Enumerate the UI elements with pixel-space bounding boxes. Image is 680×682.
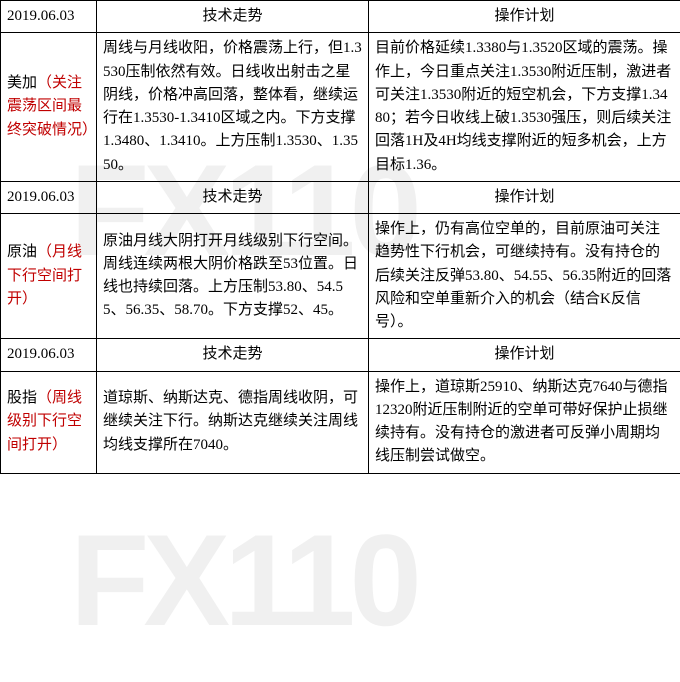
instrument-label: 股指（周线级别下行空间打开） [1,371,97,473]
label-name: 美加 [7,75,37,91]
col-header-trend: 技术走势 [97,181,369,213]
col-header-trend: 技术走势 [97,339,369,371]
table-row: 股指（周线级别下行空间打开） 道琼斯、纳斯达克、德指周线收阴，可继续关注下行。纳… [1,371,680,473]
analysis-table: 2019.06.03 技术走势 操作计划 美加（关注震荡区间最终突破情况） 周线… [0,0,680,474]
col-header-plan: 操作计划 [369,1,680,33]
trend-cell: 周线与月线收阳，价格震荡上行，但1.3530压制依然有效。日线收出射击之星阴线，… [97,33,369,182]
col-header-plan: 操作计划 [369,181,680,213]
plan-cell: 操作上，道琼斯25910、纳斯达克7640与德指12320附近压制附近的空单可带… [369,371,680,473]
table-row: 原油（月线下行空间打开） 原油月线大阴打开月线级别下行空间。周线连续两根大阴价格… [1,214,680,339]
date-cell: 2019.06.03 [1,1,97,33]
col-header-plan: 操作计划 [369,339,680,371]
table-row: 2019.06.03 技术走势 操作计划 [1,1,680,33]
col-header-trend: 技术走势 [97,1,369,33]
date-cell: 2019.06.03 [1,339,97,371]
trend-cell: 原油月线大阴打开月线级别下行空间。周线连续两根大阴价格跌至53位置。日线也持续回… [97,214,369,339]
watermark-text: FX110 [70,480,416,682]
trend-cell: 道琼斯、纳斯达克、德指周线收阴，可继续关注下行。纳斯达克继续关注周线均线支撑所在… [97,371,369,473]
plan-cell: 操作上，仍有高位空单的，目前原油可关注趋势性下行机会，可继续持有。没有持仓的后续… [369,214,680,339]
table-row: 2019.06.03 技术走势 操作计划 [1,339,680,371]
table-row: 2019.06.03 技术走势 操作计划 [1,181,680,213]
plan-cell: 目前价格延续1.3380与1.3520区域的震荡。操作上，今日重点关注1.353… [369,33,680,182]
instrument-label: 原油（月线下行空间打开） [1,214,97,339]
instrument-label: 美加（关注震荡区间最终突破情况） [1,33,97,182]
label-name: 股指 [7,390,37,406]
table-row: 美加（关注震荡区间最终突破情况） 周线与月线收阳，价格震荡上行，但1.3530压… [1,33,680,182]
label-name: 原油 [7,244,37,260]
date-cell: 2019.06.03 [1,181,97,213]
